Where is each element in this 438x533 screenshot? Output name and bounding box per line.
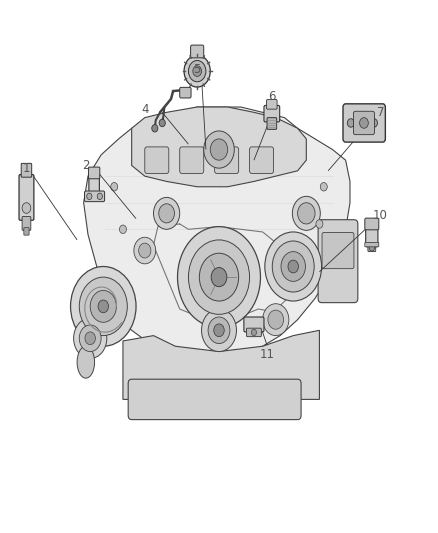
- Circle shape: [87, 193, 92, 199]
- Circle shape: [211, 268, 227, 287]
- Circle shape: [120, 225, 127, 233]
- FancyBboxPatch shape: [267, 118, 277, 130]
- Circle shape: [201, 309, 237, 352]
- Circle shape: [177, 227, 261, 328]
- Circle shape: [204, 131, 234, 168]
- Circle shape: [263, 304, 289, 336]
- FancyBboxPatch shape: [250, 147, 274, 173]
- FancyBboxPatch shape: [247, 328, 261, 337]
- Circle shape: [214, 324, 224, 337]
- FancyBboxPatch shape: [365, 243, 379, 247]
- FancyBboxPatch shape: [365, 218, 379, 230]
- PathPatch shape: [123, 330, 319, 399]
- Circle shape: [193, 66, 201, 76]
- Circle shape: [90, 290, 117, 322]
- Text: 7: 7: [377, 106, 384, 119]
- PathPatch shape: [132, 107, 306, 187]
- Circle shape: [347, 119, 354, 127]
- Circle shape: [316, 220, 323, 228]
- Circle shape: [199, 253, 239, 301]
- Circle shape: [22, 203, 31, 213]
- Circle shape: [188, 61, 206, 82]
- PathPatch shape: [84, 107, 350, 362]
- Circle shape: [292, 196, 320, 230]
- Circle shape: [268, 310, 284, 329]
- Circle shape: [297, 203, 315, 224]
- FancyBboxPatch shape: [264, 106, 280, 122]
- Circle shape: [79, 325, 101, 352]
- FancyBboxPatch shape: [180, 87, 191, 98]
- FancyBboxPatch shape: [180, 147, 204, 173]
- FancyBboxPatch shape: [89, 174, 99, 199]
- Ellipse shape: [77, 346, 95, 378]
- Circle shape: [98, 300, 109, 313]
- Text: 4: 4: [141, 103, 148, 116]
- FancyBboxPatch shape: [19, 174, 34, 220]
- Circle shape: [85, 332, 95, 345]
- Circle shape: [159, 119, 165, 127]
- FancyBboxPatch shape: [267, 100, 277, 109]
- Circle shape: [97, 193, 102, 199]
- Circle shape: [371, 119, 378, 127]
- FancyBboxPatch shape: [24, 228, 29, 235]
- FancyBboxPatch shape: [368, 243, 376, 252]
- FancyBboxPatch shape: [85, 191, 105, 201]
- Circle shape: [111, 182, 118, 191]
- Text: 1: 1: [23, 161, 31, 175]
- FancyBboxPatch shape: [88, 167, 100, 179]
- Circle shape: [134, 237, 155, 264]
- Circle shape: [288, 260, 298, 273]
- Circle shape: [272, 241, 314, 292]
- Circle shape: [251, 329, 257, 336]
- Circle shape: [139, 243, 151, 258]
- Circle shape: [71, 266, 136, 346]
- Circle shape: [74, 318, 107, 359]
- Circle shape: [153, 197, 180, 229]
- Circle shape: [184, 55, 210, 87]
- Text: 10: 10: [373, 209, 388, 222]
- FancyBboxPatch shape: [21, 164, 32, 177]
- Circle shape: [79, 277, 127, 336]
- Text: 5: 5: [194, 63, 201, 76]
- FancyBboxPatch shape: [22, 216, 31, 230]
- FancyBboxPatch shape: [128, 379, 301, 419]
- FancyBboxPatch shape: [353, 111, 374, 135]
- FancyBboxPatch shape: [343, 104, 385, 142]
- Circle shape: [369, 245, 374, 251]
- FancyBboxPatch shape: [145, 147, 169, 173]
- FancyBboxPatch shape: [244, 317, 264, 332]
- Circle shape: [265, 232, 321, 301]
- Circle shape: [320, 182, 327, 191]
- Circle shape: [208, 317, 230, 344]
- FancyBboxPatch shape: [318, 220, 358, 303]
- Text: 6: 6: [268, 90, 275, 103]
- FancyBboxPatch shape: [366, 225, 378, 247]
- Text: 11: 11: [260, 348, 275, 361]
- Text: 2: 2: [82, 159, 90, 172]
- Circle shape: [360, 118, 368, 128]
- Circle shape: [159, 204, 174, 223]
- FancyBboxPatch shape: [322, 232, 354, 269]
- Circle shape: [281, 252, 305, 281]
- Circle shape: [210, 139, 228, 160]
- FancyBboxPatch shape: [191, 45, 204, 58]
- Circle shape: [152, 125, 158, 132]
- FancyBboxPatch shape: [215, 147, 239, 173]
- Circle shape: [188, 240, 250, 314]
